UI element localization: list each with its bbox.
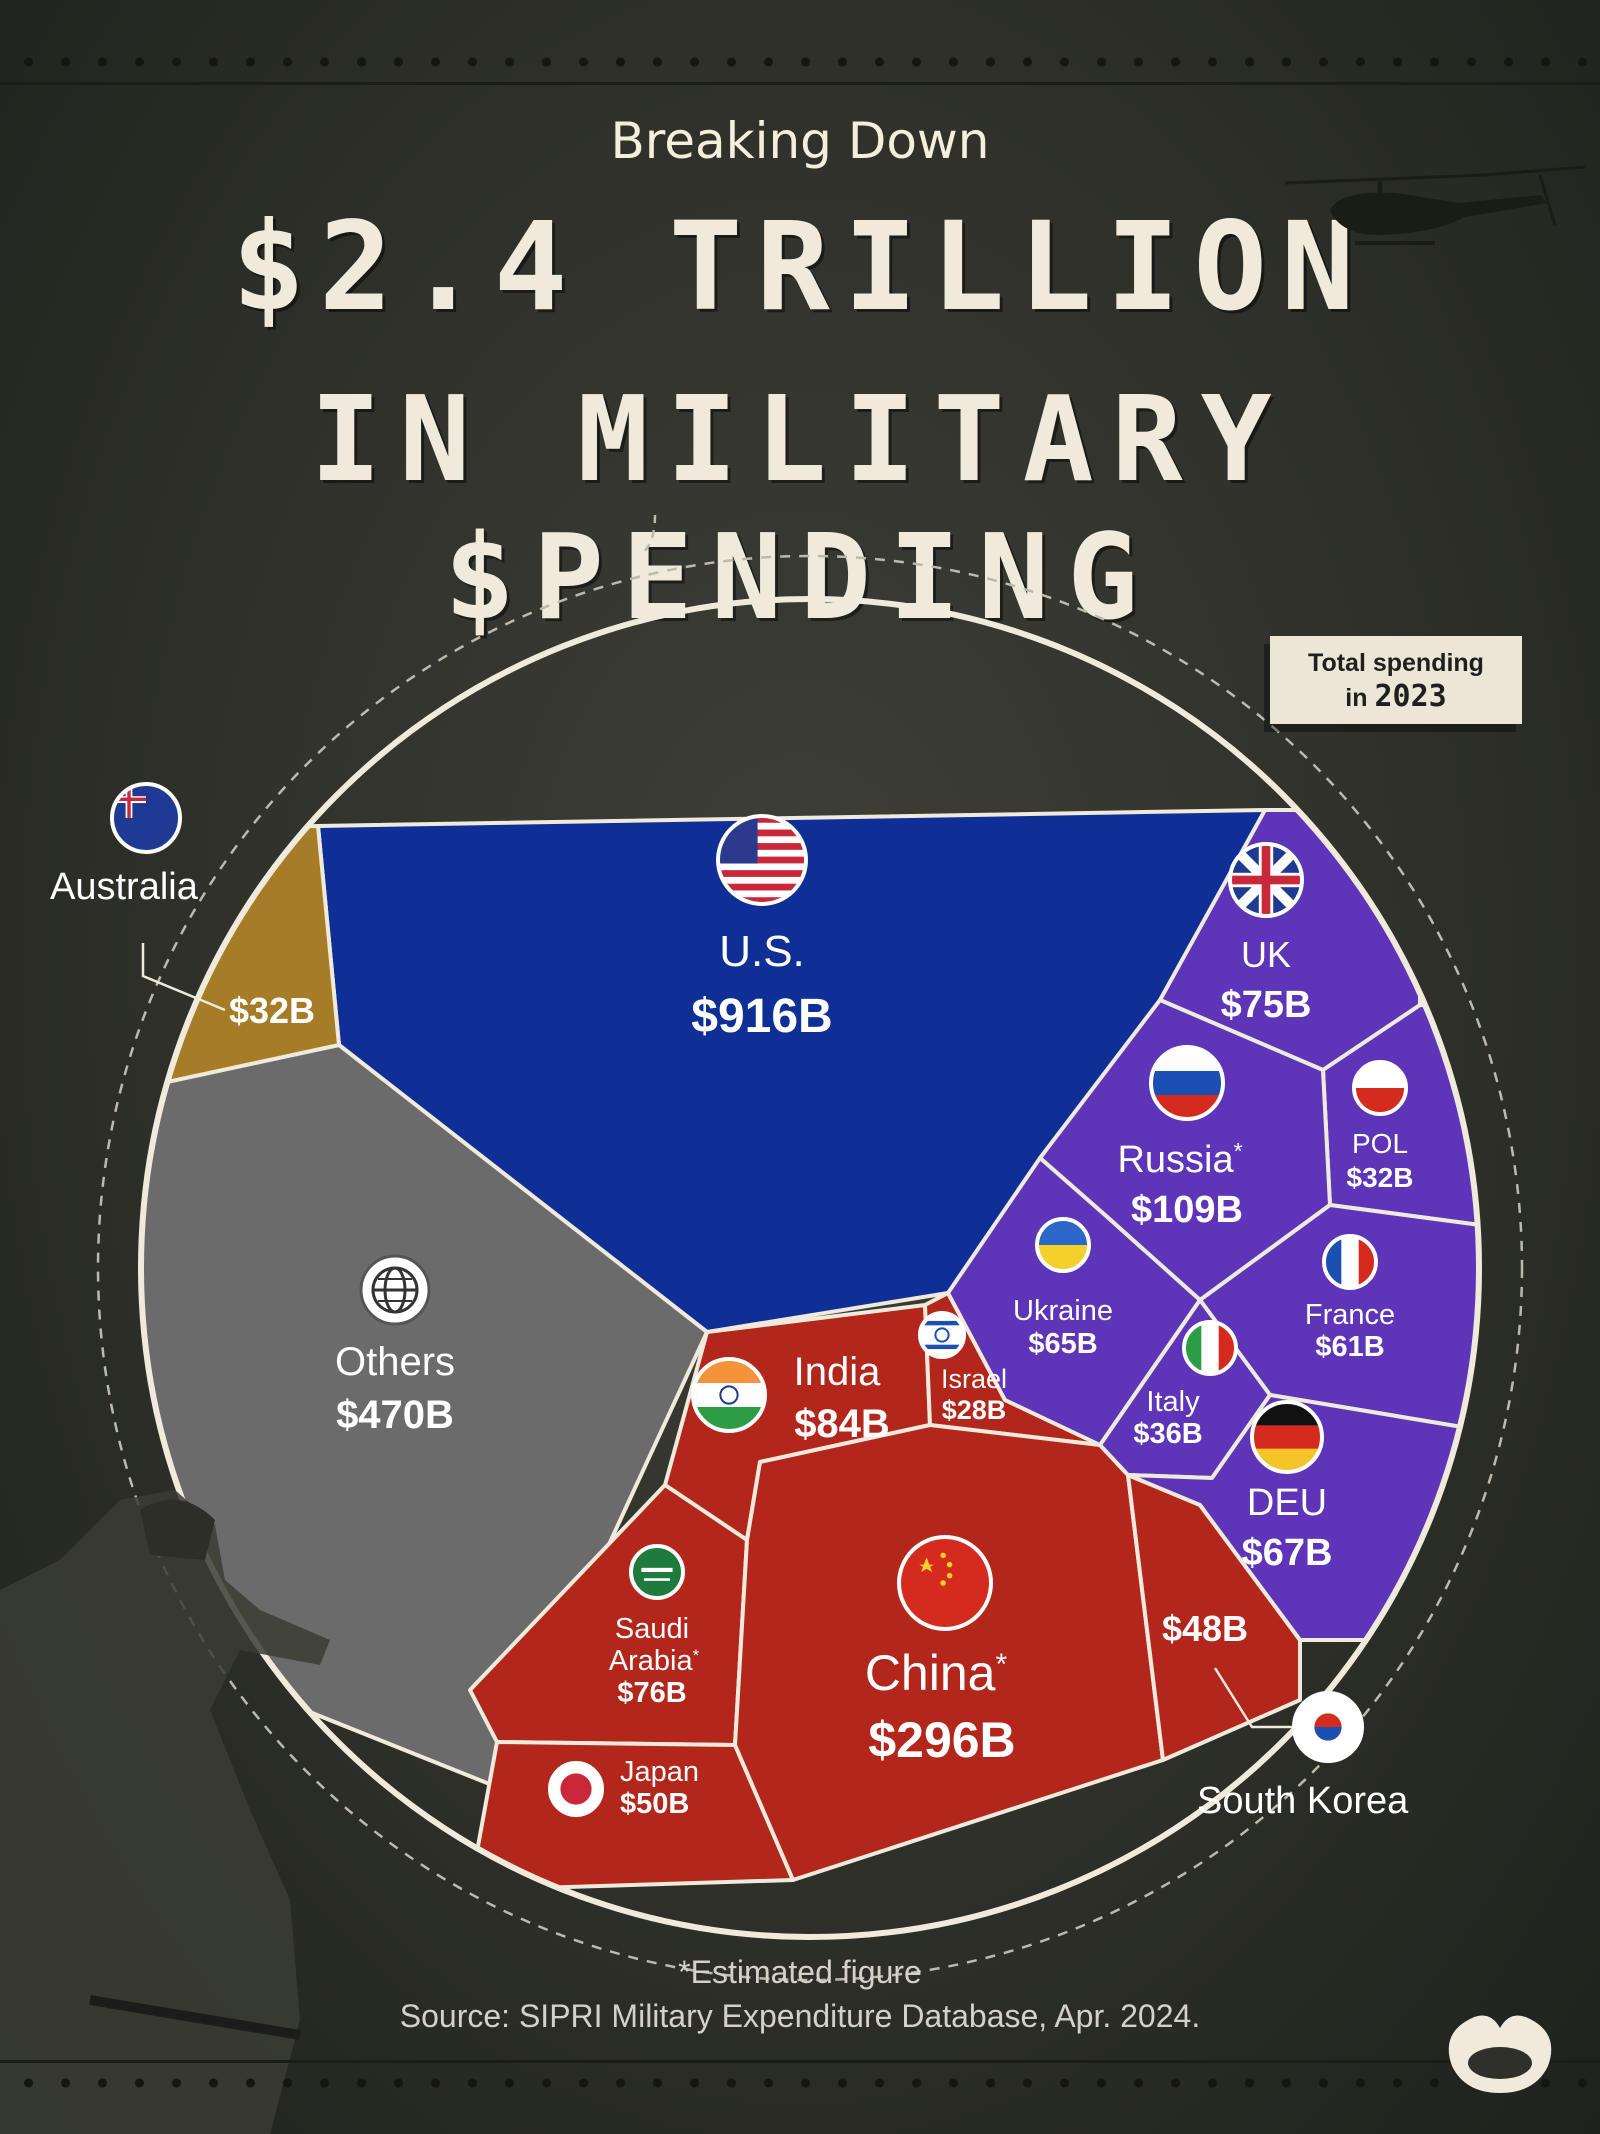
badge-year: 2023 <box>1374 679 1447 714</box>
japan-value: $50B <box>620 1788 689 1820</box>
flag-uk-icon <box>1228 842 1304 918</box>
pol-value: $32B <box>1347 1162 1414 1193</box>
globe-icon <box>359 1254 431 1326</box>
source: Source: SIPRI Military Expenditure Datab… <box>399 1998 1201 2034</box>
chart-labels: U.S. $916B Others $470B $32B UK $75B Russia* $10… <box>229 927 1414 1820</box>
uk-name: UK <box>1241 934 1291 975</box>
flag-russia-icon <box>1149 1045 1225 1121</box>
flag-japan-icon <box>548 1761 604 1817</box>
flag-australia-icon <box>110 782 182 854</box>
rivet-strip-bottom <box>0 2060 1600 2103</box>
outer-dashed-ring <box>96 554 1524 1982</box>
japan-name: Japan <box>620 1756 699 1788</box>
ukraine-name: Ukraine <box>1013 1295 1113 1327</box>
flag-china-icon <box>897 1535 993 1631</box>
flag-india-icon <box>691 1357 767 1433</box>
france-name: France <box>1305 1299 1395 1331</box>
helicopter-icon <box>1285 165 1585 245</box>
flag-poland-icon <box>1352 1060 1408 1116</box>
chart-cells <box>141 808 1479 1892</box>
rivet-strip-top <box>0 42 1600 85</box>
total-spending-badge: Total spending in 2023 <box>1270 636 1522 724</box>
badge-prefix: in <box>1345 684 1368 712</box>
russia-value: $109B <box>1131 1189 1243 1231</box>
flag-italy-icon <box>1182 1320 1238 1376</box>
flag-germany-icon <box>1250 1400 1324 1474</box>
saudi-value: $76B <box>617 1677 686 1709</box>
title-line-1: $2.4 TRILLION <box>231 196 1369 338</box>
pol-name: POL <box>1352 1128 1408 1159</box>
uk-value: $75B <box>1221 984 1312 1026</box>
badge-line-2: in 2023 <box>1270 680 1522 715</box>
india-value: $84B <box>794 1402 890 1446</box>
deu-name: DEU <box>1247 1482 1327 1524</box>
south-korea-leader <box>1213 1667 1295 1729</box>
india-name: India <box>794 1350 881 1394</box>
deu-value: $67B <box>1242 1532 1333 1574</box>
flag-south-korea-icon <box>1292 1691 1364 1763</box>
china-value: $296B <box>868 1712 1015 1768</box>
israel-name: Israel <box>941 1364 1007 1394</box>
saudi-name-2: Arabia* <box>609 1645 700 1677</box>
footnote: *Estimated figure <box>678 1954 922 1990</box>
flag-us-icon <box>716 814 808 906</box>
italy-value: $36B <box>1133 1418 1202 1450</box>
ukraine-value: $65B <box>1028 1328 1097 1360</box>
flag-saudi-icon <box>629 1544 685 1600</box>
soldier-silhouette <box>0 1490 330 2134</box>
south-korea-value: $48B <box>1162 1608 1248 1649</box>
title-line-2: IN MILITARY $PENDING <box>310 370 1290 646</box>
israel-value: $28B <box>942 1395 1007 1425</box>
badge-line-1: Total spending <box>1308 649 1484 677</box>
flag-france-icon <box>1322 1234 1378 1290</box>
australia-value: $32B <box>229 990 315 1031</box>
label-south-korea-name: South Korea <box>1197 1780 1409 1822</box>
label-australia-name: Australia <box>50 866 198 908</box>
china-name: China* <box>865 1645 1008 1701</box>
others-value: $470B <box>336 1393 454 1437</box>
chart-border <box>138 596 1482 1940</box>
us-name: U.S. <box>719 927 805 976</box>
russia-name: Russia* <box>1117 1138 1242 1181</box>
saudi-name-1: Saudi <box>615 1613 689 1645</box>
italy-name: Italy <box>1146 1386 1200 1418</box>
flags <box>110 782 1408 1817</box>
us-value: $916B <box>691 990 832 1043</box>
brand-logo-icon <box>1448 2015 1552 2093</box>
flag-israel-icon <box>918 1311 966 1359</box>
others-name: Others <box>335 1340 455 1384</box>
france-value: $61B <box>1315 1331 1384 1363</box>
title-connector <box>639 514 657 557</box>
flag-ukraine-icon <box>1035 1217 1091 1273</box>
australia-leader <box>141 943 226 1012</box>
pretitle: Breaking Down <box>610 112 990 170</box>
